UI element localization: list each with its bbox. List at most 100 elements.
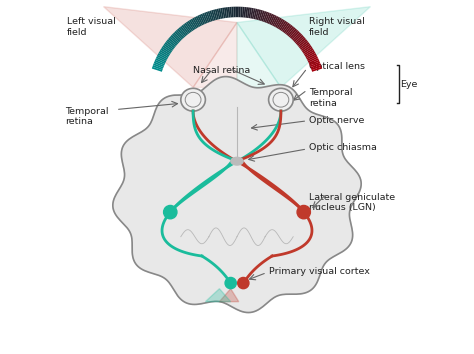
Polygon shape — [204, 12, 210, 23]
Polygon shape — [103, 7, 237, 87]
Polygon shape — [301, 44, 310, 51]
Ellipse shape — [231, 157, 243, 165]
Polygon shape — [309, 58, 319, 64]
Polygon shape — [220, 8, 224, 19]
Polygon shape — [164, 44, 173, 51]
Polygon shape — [172, 34, 181, 42]
Polygon shape — [266, 13, 272, 23]
Polygon shape — [311, 65, 321, 70]
Polygon shape — [194, 17, 201, 27]
Polygon shape — [311, 67, 322, 72]
Polygon shape — [256, 10, 261, 20]
Polygon shape — [254, 8, 257, 19]
Polygon shape — [285, 25, 292, 34]
Polygon shape — [180, 26, 188, 35]
Polygon shape — [296, 36, 305, 45]
Polygon shape — [219, 289, 239, 302]
Polygon shape — [224, 7, 227, 18]
Polygon shape — [229, 7, 232, 17]
Polygon shape — [252, 8, 255, 19]
Polygon shape — [193, 22, 237, 87]
Polygon shape — [226, 7, 229, 18]
Polygon shape — [169, 36, 178, 45]
Polygon shape — [244, 7, 246, 18]
Polygon shape — [307, 55, 317, 61]
Polygon shape — [163, 45, 172, 52]
Polygon shape — [258, 10, 263, 21]
Polygon shape — [183, 24, 191, 33]
Polygon shape — [302, 45, 311, 52]
Polygon shape — [298, 39, 307, 47]
Text: Right visual
field: Right visual field — [309, 17, 365, 36]
Circle shape — [164, 205, 177, 219]
Polygon shape — [191, 19, 198, 29]
Polygon shape — [293, 34, 302, 42]
Polygon shape — [237, 7, 371, 87]
Polygon shape — [308, 56, 318, 63]
Polygon shape — [297, 38, 306, 46]
Polygon shape — [237, 22, 281, 87]
Polygon shape — [173, 32, 182, 41]
Polygon shape — [205, 289, 231, 302]
Circle shape — [237, 278, 249, 289]
Polygon shape — [295, 35, 303, 43]
Polygon shape — [268, 14, 273, 24]
Polygon shape — [213, 10, 218, 20]
Polygon shape — [187, 21, 195, 30]
Polygon shape — [211, 10, 216, 21]
Polygon shape — [156, 56, 166, 63]
Text: Lateral geniculate
nucleus (LGN): Lateral geniculate nucleus (LGN) — [309, 193, 395, 212]
Polygon shape — [113, 76, 361, 313]
Polygon shape — [231, 7, 234, 17]
Text: Nasal retina: Nasal retina — [192, 66, 250, 75]
Polygon shape — [306, 53, 316, 59]
Polygon shape — [275, 18, 282, 28]
Polygon shape — [235, 7, 237, 17]
Polygon shape — [238, 7, 241, 17]
Polygon shape — [240, 7, 243, 17]
Text: Temporal
retina: Temporal retina — [65, 107, 109, 126]
Polygon shape — [167, 39, 176, 47]
Polygon shape — [215, 9, 219, 20]
Polygon shape — [264, 12, 270, 23]
Polygon shape — [283, 24, 291, 33]
Polygon shape — [158, 51, 169, 58]
Polygon shape — [184, 23, 192, 32]
Polygon shape — [292, 32, 301, 41]
Polygon shape — [189, 19, 196, 29]
Text: Optical lens: Optical lens — [309, 62, 365, 71]
Polygon shape — [273, 17, 280, 27]
Polygon shape — [290, 30, 298, 39]
Text: Eye: Eye — [401, 80, 418, 89]
Polygon shape — [210, 11, 214, 21]
Polygon shape — [281, 22, 288, 31]
Polygon shape — [155, 60, 165, 65]
Polygon shape — [219, 8, 222, 19]
Polygon shape — [279, 21, 287, 30]
Polygon shape — [263, 12, 268, 22]
Ellipse shape — [269, 88, 293, 111]
Polygon shape — [208, 11, 212, 22]
Polygon shape — [245, 7, 248, 18]
Polygon shape — [161, 47, 171, 54]
Polygon shape — [237, 7, 239, 17]
Polygon shape — [159, 50, 169, 57]
Polygon shape — [260, 11, 264, 21]
Polygon shape — [305, 51, 316, 58]
Polygon shape — [217, 8, 220, 19]
Polygon shape — [179, 27, 187, 36]
Polygon shape — [271, 15, 277, 25]
Polygon shape — [304, 48, 314, 55]
Polygon shape — [269, 15, 275, 25]
Polygon shape — [248, 8, 252, 18]
Polygon shape — [310, 62, 320, 67]
Polygon shape — [287, 27, 295, 36]
Polygon shape — [202, 13, 208, 23]
Circle shape — [297, 205, 310, 219]
Polygon shape — [186, 22, 193, 31]
Polygon shape — [222, 8, 226, 18]
Polygon shape — [153, 65, 163, 70]
Polygon shape — [233, 7, 236, 17]
Polygon shape — [255, 9, 259, 20]
Polygon shape — [242, 7, 245, 17]
